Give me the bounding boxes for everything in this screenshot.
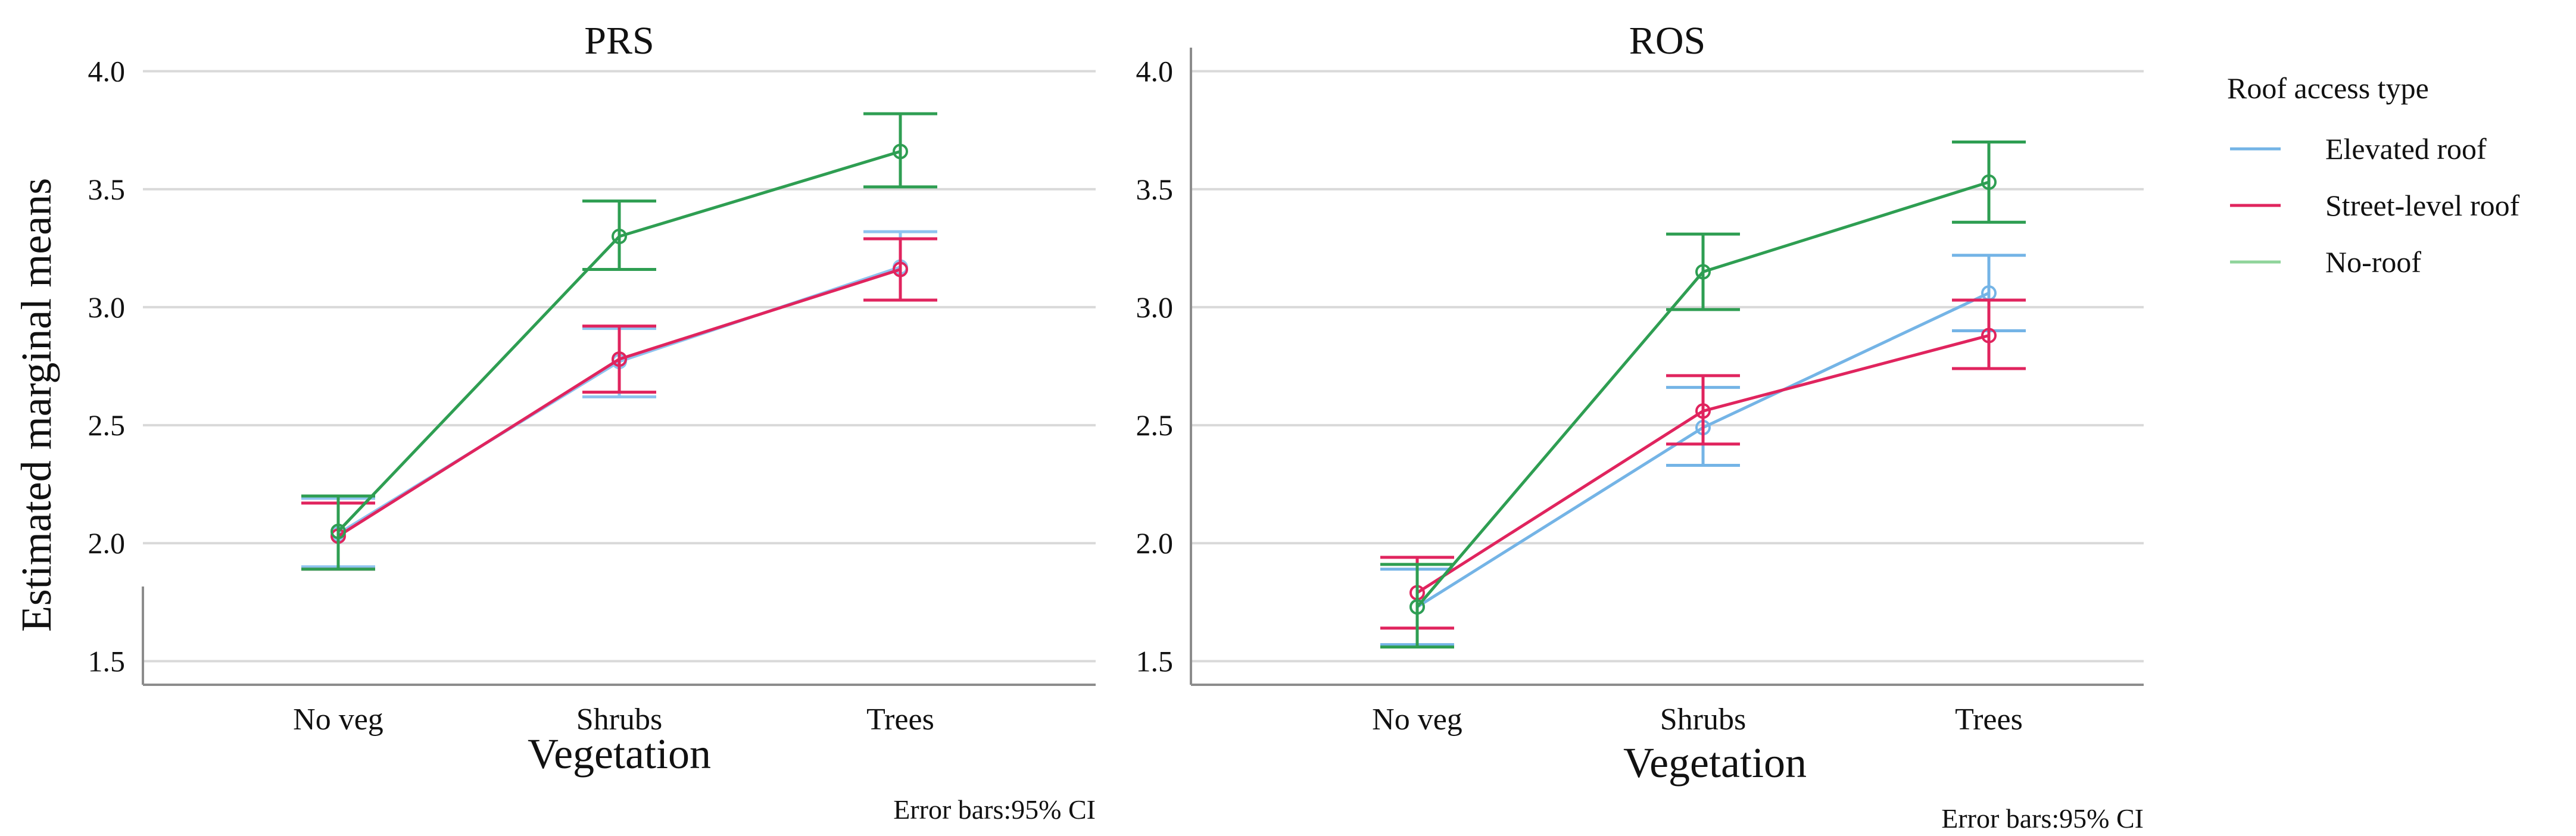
ros-y-tick-label: 3.5 [1136,173,1174,206]
prs-error-bar-note: Error bars:95% CI [893,794,1096,825]
ros-street-level-roof-point [1695,403,1711,419]
ros-panel: 1.5 2.0 2.5 3.0 3.5 4.0 No veg Shrubs Trees ROS Ve… [1136,19,2144,834]
prs-panel: 1.5 2.0 2.5 3.0 3.5 4.0 No veg Shrubs Trees PRS Ve… [88,19,1096,825]
prs-no-roof-point [612,229,627,245]
prs-y-tick-label: 1.5 [88,644,126,678]
ros-y-tick-label: 4.0 [1136,55,1174,88]
ros-street-level-roof-point [1981,327,1997,344]
ros-no-roof-point [1409,599,1425,615]
ros-x-tick-label: Trees [1955,703,2023,737]
ros-no-roof-point [1981,174,1997,190]
legend-entry-label: Street-level roof [2325,189,2520,222]
ros-y-tick-label: 1.5 [1136,644,1174,678]
ros-x-tick-label: No veg [1372,703,1462,737]
prs-street-level-roof-series-line [337,268,901,538]
prs-no-roof-point [330,523,346,539]
ros-y-tick-label: 3.0 [1136,291,1174,324]
prs-no-roof-series-line [337,149,901,533]
ros-x-tick-label: Shrubs [1660,703,1746,737]
prs-no-roof-point [893,144,908,160]
prs-x-axis-title: Vegetation [528,730,711,778]
prs-street-level-roof-point [893,261,908,277]
prs-y-tick-label: 4.0 [88,55,126,88]
ros-no-roof-point [1695,264,1711,280]
ros-y-tick-label: 2.5 [1136,408,1174,442]
prs-y-tick-label: 2.0 [88,526,126,560]
prs-y-tick-label: 2.5 [88,408,126,442]
ros-panel-title: ROS [1629,19,1705,63]
prs-street-level-roof-point [612,351,627,367]
prs-y-tick-label: 3.0 [88,291,126,324]
ros-x-axis-title: Vegetation [1623,739,1807,787]
y-axis-title: Estimated marginal means [13,178,60,632]
legend-entry-label: No-roof [2325,245,2421,279]
prs-x-tick-label: No veg [293,703,383,737]
prs-panel-title: PRS [584,19,654,63]
prs-y-tick-label: 3.5 [88,173,126,206]
legend-entry-label: Elevated roof [2325,132,2487,166]
prs-x-tick-label: Trees [866,703,934,737]
ros-y-tick-label: 2.0 [1136,526,1174,560]
ros-error-bar-note: Error bars:95% CI [1941,803,2144,834]
ros-no-roof-series-line [1416,180,1989,608]
ros-street-level-roof-series-line [1416,334,1989,594]
prs-x-tick-label: Shrubs [576,703,662,737]
legend-title: Roof access type [2227,71,2429,105]
legend: Roof access type Elevated roof Street-lev… [2227,71,2520,279]
